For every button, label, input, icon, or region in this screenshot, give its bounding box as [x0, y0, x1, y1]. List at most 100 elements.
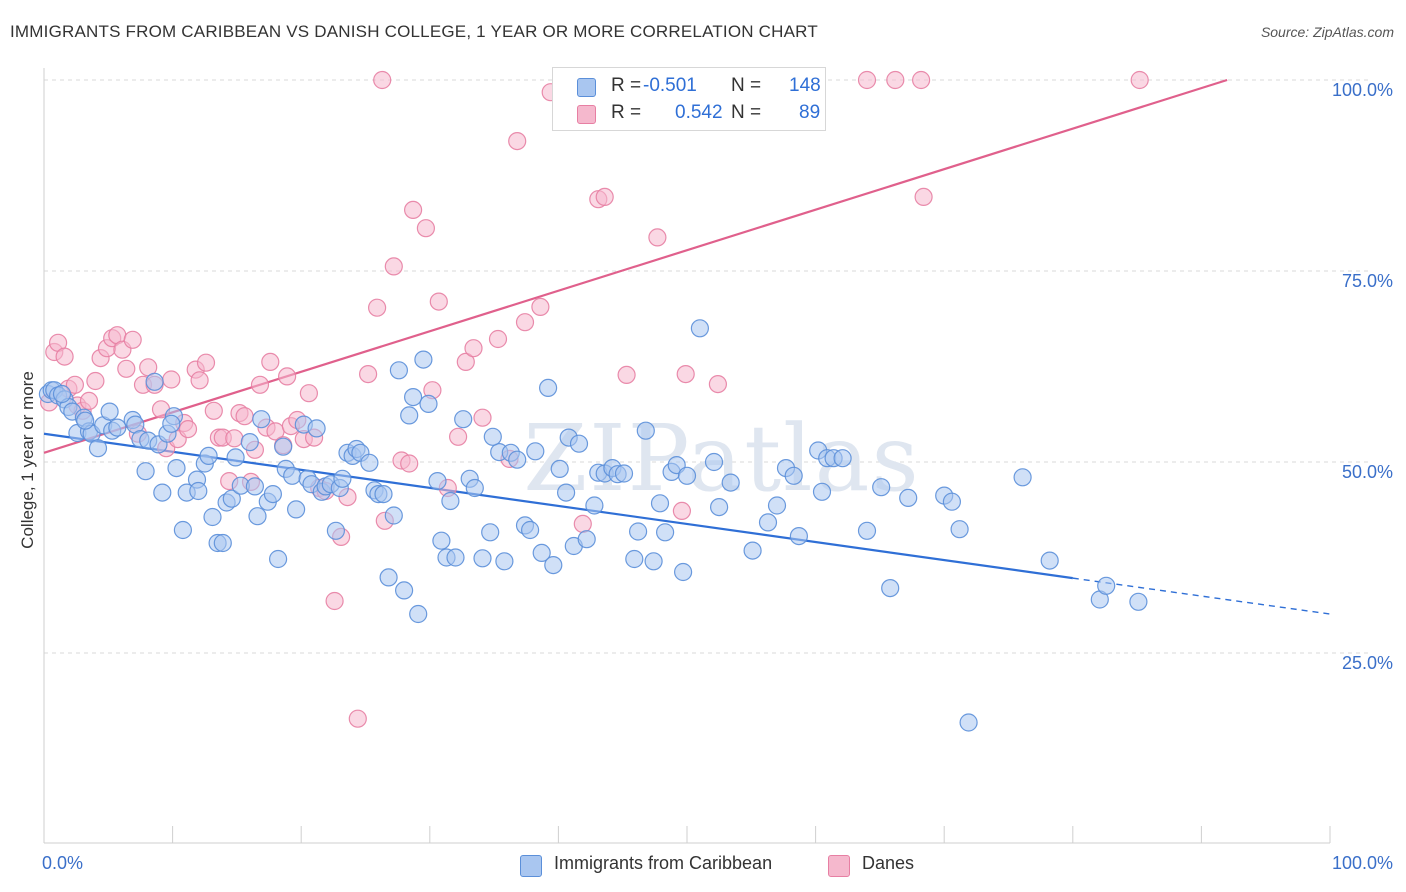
point-caribbean	[428, 472, 447, 491]
point-caribbean	[240, 433, 259, 452]
point-caribbean	[307, 419, 326, 438]
point-caribbean	[585, 496, 604, 515]
point-caribbean	[333, 469, 352, 488]
point-danes	[404, 200, 423, 219]
point-caribbean	[538, 378, 558, 397]
x-tick-label: 100.0%	[1332, 853, 1393, 873]
point-caribbean	[481, 523, 500, 542]
point-caribbean	[263, 485, 282, 504]
point-caribbean	[167, 459, 186, 478]
point-caribbean	[655, 523, 675, 542]
legend-n-label: N =	[731, 102, 762, 123]
point-danes	[672, 501, 692, 520]
point-danes	[373, 70, 392, 90]
point-caribbean	[245, 477, 264, 496]
point-caribbean	[628, 522, 648, 541]
point-caribbean	[644, 552, 663, 571]
legend-r-label: R =	[611, 75, 642, 96]
point-danes	[162, 370, 181, 389]
point-danes	[488, 329, 508, 349]
point-caribbean	[1097, 576, 1116, 595]
point-caribbean	[784, 466, 803, 485]
point-caribbean	[173, 520, 192, 540]
point-caribbean	[520, 520, 540, 540]
y-axis-label: College, 1 year or more	[18, 371, 37, 549]
point-danes	[196, 353, 216, 372]
grid-layer	[44, 79, 1370, 654]
point-danes	[617, 365, 636, 384]
point-caribbean	[556, 483, 576, 502]
point-caribbean	[446, 548, 465, 567]
point-caribbean	[76, 411, 95, 430]
point-caribbean	[625, 549, 644, 569]
point-danes	[515, 313, 535, 332]
point-caribbean	[283, 466, 302, 485]
point-caribbean	[189, 481, 208, 501]
label-layer: 25.0% 50.0% 75.0% 100.0% 0.0% 100.0% College, …	[18, 80, 1393, 873]
point-danes	[117, 359, 136, 378]
point-danes	[464, 339, 483, 358]
point-caribbean	[153, 483, 172, 502]
point-danes	[595, 187, 614, 206]
point-caribbean	[287, 500, 306, 519]
point-caribbean	[454, 410, 473, 429]
point-caribbean	[677, 466, 697, 485]
point-caribbean	[526, 442, 545, 461]
legend-r-value: -0.501	[643, 75, 697, 96]
point-caribbean	[108, 418, 127, 437]
point-caribbean	[508, 450, 527, 469]
point-caribbean	[650, 494, 670, 513]
point-caribbean	[483, 427, 502, 446]
point-caribbean	[758, 513, 778, 532]
point-danes	[368, 298, 387, 317]
point-caribbean	[226, 448, 245, 467]
point-caribbean	[222, 489, 241, 508]
point-caribbean	[577, 530, 596, 549]
point-caribbean	[252, 410, 271, 429]
point-danes	[400, 454, 419, 473]
y-tick-label: 100.0%	[1332, 80, 1393, 100]
legend-swatch-caribbean	[577, 78, 596, 97]
point-caribbean	[636, 421, 655, 440]
point-danes	[384, 257, 403, 276]
point-danes	[55, 347, 74, 366]
legend-swatch-danes	[828, 855, 850, 877]
point-caribbean	[52, 384, 72, 404]
point-caribbean	[404, 388, 423, 407]
point-caribbean	[1013, 468, 1032, 487]
point-caribbean	[199, 446, 218, 465]
point-danes	[573, 514, 592, 534]
point-caribbean	[269, 549, 288, 569]
point-danes	[508, 132, 527, 151]
point-danes	[65, 375, 85, 394]
point-caribbean	[857, 521, 877, 540]
point-caribbean	[767, 496, 787, 515]
point-danes	[911, 70, 931, 90]
point-caribbean	[374, 485, 393, 504]
point-caribbean	[248, 507, 267, 526]
point-caribbean	[384, 506, 403, 525]
point-caribbean	[1040, 551, 1059, 570]
point-caribbean	[550, 459, 569, 478]
point-caribbean	[709, 498, 729, 517]
point-caribbean	[569, 434, 589, 453]
point-danes	[914, 187, 933, 206]
legend-n-value: 148	[789, 75, 821, 96]
point-danes	[429, 292, 448, 311]
point-caribbean	[704, 452, 724, 472]
point-caribbean	[743, 541, 762, 560]
legend-swatch-caribbean	[520, 855, 542, 877]
point-danes	[473, 408, 492, 427]
y-tick-label: 75.0%	[1342, 271, 1393, 291]
y-tick-label: 25.0%	[1342, 653, 1393, 673]
legend-n-label: N =	[731, 75, 762, 96]
point-caribbean	[812, 482, 832, 501]
point-caribbean	[88, 439, 108, 458]
point-caribbean	[942, 492, 962, 511]
source-label: Source: ZipAtlas.com	[1260, 24, 1394, 40]
point-danes	[225, 429, 244, 448]
point-caribbean	[673, 562, 693, 582]
legend-swatch-danes	[577, 105, 596, 124]
point-danes	[456, 352, 475, 371]
point-caribbean	[441, 491, 460, 511]
